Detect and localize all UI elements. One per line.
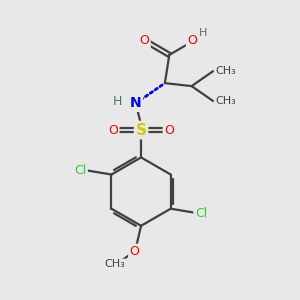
Text: O: O	[164, 124, 174, 136]
Text: O: O	[140, 34, 149, 47]
Text: O: O	[130, 245, 140, 258]
Text: N: N	[130, 96, 142, 110]
Text: CH₃: CH₃	[215, 66, 236, 76]
Text: Cl: Cl	[195, 207, 207, 220]
Text: H: H	[112, 95, 122, 108]
Text: CH₃: CH₃	[104, 260, 125, 269]
Text: H: H	[199, 28, 207, 38]
Text: O: O	[187, 34, 197, 47]
Text: CH₃: CH₃	[215, 96, 236, 106]
Text: S: S	[136, 123, 147, 138]
Text: Cl: Cl	[74, 164, 86, 177]
Text: O: O	[108, 124, 118, 136]
